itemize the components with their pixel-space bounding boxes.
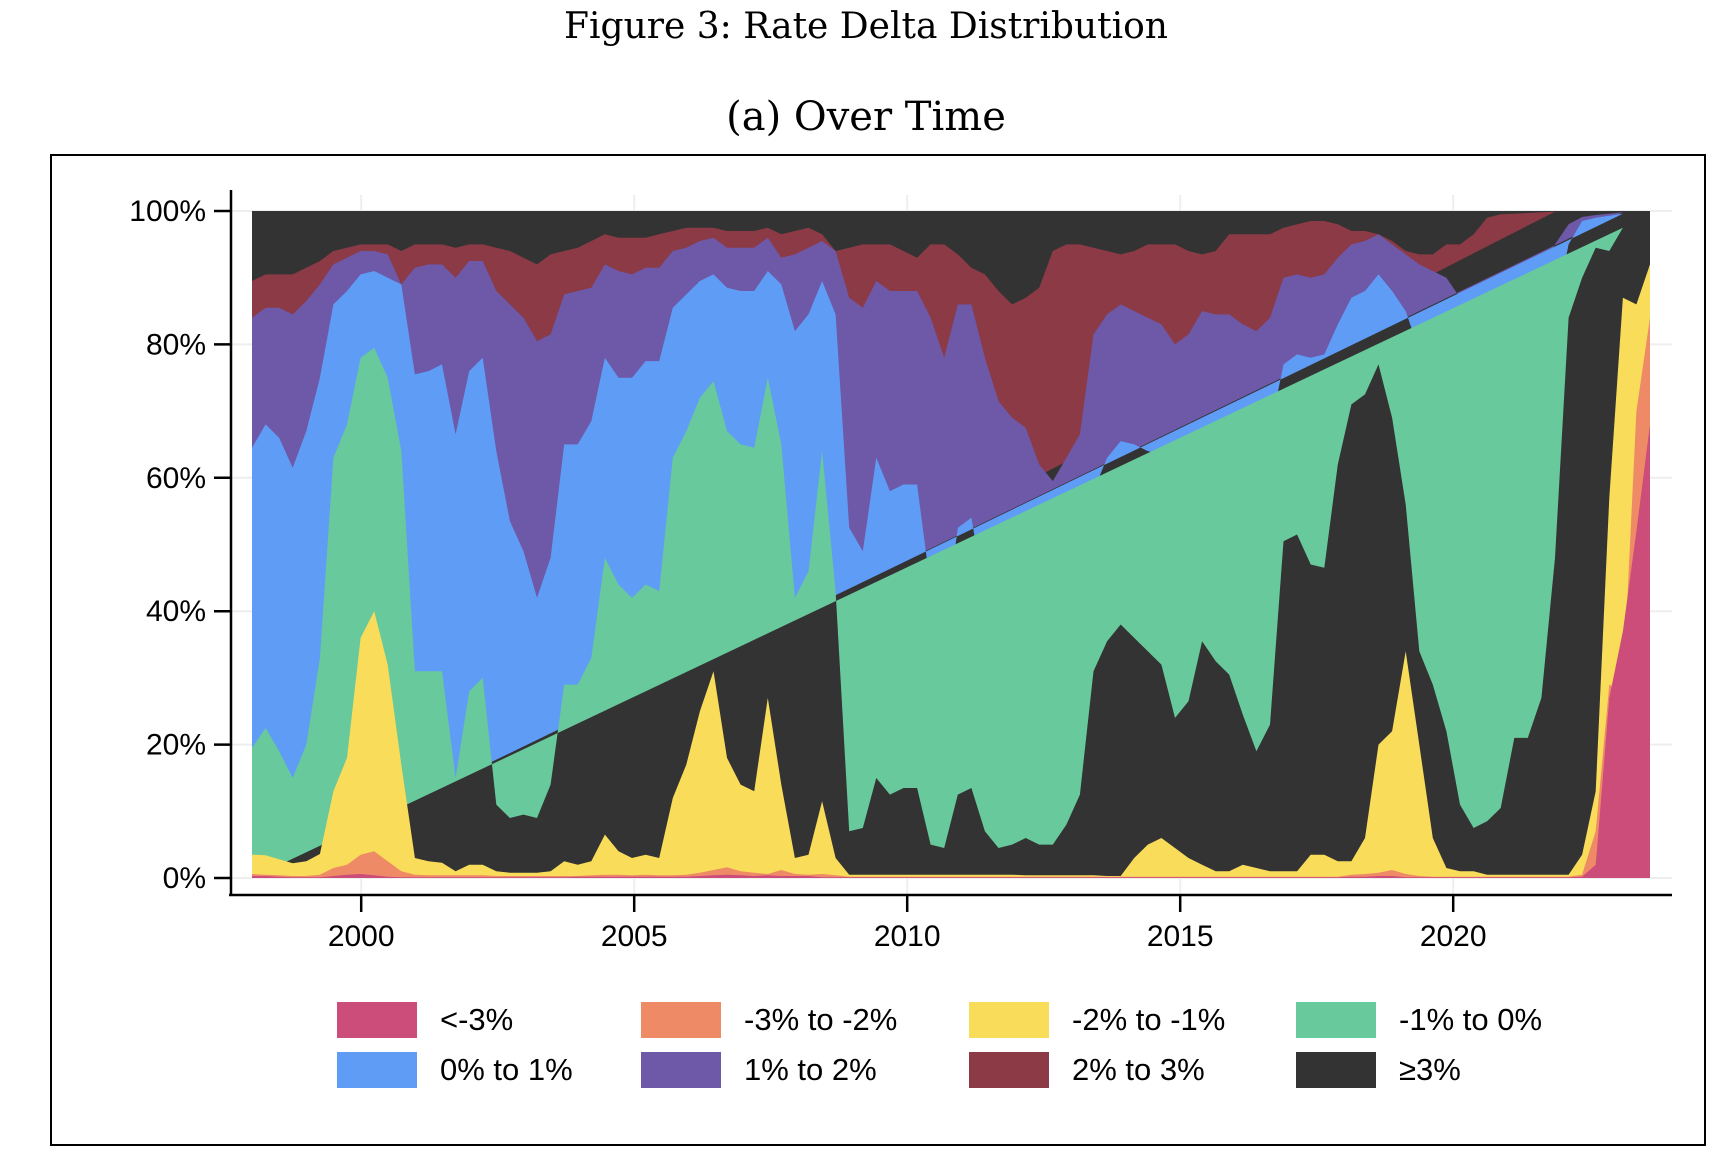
x-ticks: 2000 2005 2010 2015 2020 bbox=[328, 895, 1487, 953]
legend-item: <-3% bbox=[337, 1002, 513, 1038]
legend-label: -3% to -2% bbox=[744, 1002, 897, 1037]
legend-swatch bbox=[969, 1002, 1049, 1038]
legend-label: -1% to 0% bbox=[1399, 1002, 1542, 1037]
legend-item: 1% to 2% bbox=[641, 1052, 877, 1088]
y-ticks: 0% 20% 40% 60% 80% 100% bbox=[129, 195, 231, 895]
x-tick-label: 2015 bbox=[1147, 920, 1214, 953]
y-tick-label: 80% bbox=[146, 328, 206, 361]
legend-label: 1% to 2% bbox=[744, 1052, 877, 1087]
y-tick-label: 0% bbox=[163, 862, 206, 895]
legend-label: ≥3% bbox=[1399, 1052, 1461, 1087]
x-tick-label: 2010 bbox=[874, 920, 941, 953]
legend-swatch bbox=[337, 1002, 417, 1038]
y-tick-label: 20% bbox=[146, 729, 206, 762]
axes bbox=[229, 190, 1672, 897]
area-4 bbox=[252, 227, 1623, 878]
legend-swatch bbox=[1296, 1052, 1376, 1088]
legend-item: -3% to -2% bbox=[641, 1002, 897, 1038]
legend: <-3% -3% to -2% -2% to -1% -1% to 0% 0% to 1… bbox=[337, 1002, 1542, 1088]
legend-swatch bbox=[337, 1052, 417, 1088]
legend-item: 0% to 1% bbox=[337, 1052, 573, 1088]
legend-label: <-3% bbox=[440, 1002, 513, 1037]
figure-title: Figure 3: Rate Delta Distribution bbox=[564, 6, 1168, 47]
legend-item: -1% to 0% bbox=[1296, 1002, 1542, 1038]
legend-label: 2% to 3% bbox=[1072, 1052, 1205, 1087]
x-tick-label: 2020 bbox=[1420, 920, 1487, 953]
panel-title: (a) Over Time bbox=[726, 94, 1006, 140]
x-tick-label: 2005 bbox=[601, 920, 668, 953]
legend-swatch bbox=[641, 1002, 721, 1038]
legend-swatch bbox=[641, 1052, 721, 1088]
area-series bbox=[252, 211, 1650, 879]
x-tick-label: 2000 bbox=[328, 920, 395, 953]
legend-item: -2% to -1% bbox=[969, 1002, 1225, 1038]
figure-frame bbox=[50, 154, 1706, 1146]
legend-label: 0% to 1% bbox=[440, 1052, 573, 1087]
legend-item: 2% to 3% bbox=[969, 1052, 1205, 1088]
y-tick-label: 40% bbox=[146, 595, 206, 628]
y-tick-label: 60% bbox=[146, 462, 206, 495]
legend-swatch bbox=[969, 1052, 1049, 1088]
y-tick-label: 100% bbox=[129, 195, 206, 228]
area-3 bbox=[252, 264, 1650, 878]
legend-item: ≥3% bbox=[1296, 1052, 1461, 1088]
legend-swatch bbox=[1296, 1002, 1376, 1038]
legend-label: -2% to -1% bbox=[1072, 1002, 1225, 1037]
